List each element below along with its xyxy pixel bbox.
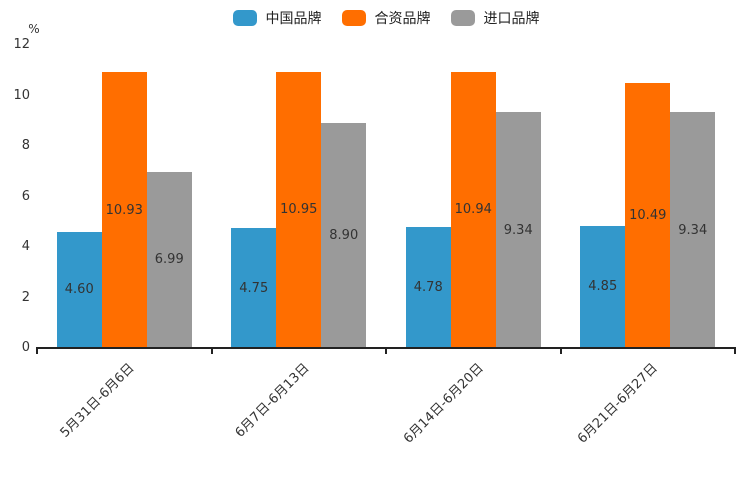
bar-进口品牌[interactable]: 6.99 [146, 171, 192, 348]
bar-value-label: 9.34 [503, 222, 533, 238]
x-axis-label: 6月21日-6月27日 [575, 360, 662, 447]
x-axis-tick-mark [734, 349, 736, 354]
plot-area: 4.60 10.93 6.99 4.75 10.95 8.90 4.78 10.94 9.34 4… [37, 45, 735, 348]
bar-group-2: 4.75 10.95 8.90 [212, 45, 387, 348]
legend-item-label: 合资品牌 [374, 11, 431, 27]
bar-合资品牌[interactable]: 10.49 [625, 83, 671, 348]
y-axis-tick-label: 2 [21, 289, 30, 305]
bar-进口品牌[interactable]: 9.34 [495, 112, 541, 348]
legend-item-3[interactable]: 进口品牌 [450, 8, 540, 28]
x-axis-line [36, 347, 736, 349]
legend-item-label: 进口品牌 [483, 11, 540, 27]
bar-value-label: 10.49 [629, 208, 667, 224]
y-axis-tick-label: 4 [21, 239, 30, 254]
bar-value-label: 4.60 [64, 282, 94, 298]
legend-swatch-icon [232, 10, 257, 26]
y-axis-tick-label: 0 [21, 340, 30, 355]
bar-合资品牌[interactable]: 10.93 [101, 72, 147, 348]
bar-value-label: 4.75 [239, 280, 269, 296]
legend-item-2[interactable]: 合资品牌 [341, 8, 431, 28]
bar-value-label: 10.93 [105, 202, 143, 218]
bar-中国品牌[interactable]: 4.60 [56, 231, 102, 348]
x-axis-tick-mark [210, 349, 213, 354]
bar-group-3: 4.78 10.94 9.34 [386, 45, 561, 348]
y-axis-tick-label: 12 [13, 37, 30, 52]
x-axis-tick-mark [385, 349, 387, 354]
bar-value-label: 9.34 [678, 222, 708, 238]
bar-value-label: 6.99 [154, 252, 184, 268]
bar-合资品牌[interactable]: 10.94 [450, 71, 496, 348]
x-axis-label: 6月7日-6月13日 [232, 360, 313, 441]
bar-group-4: 4.85 10.49 9.34 [561, 45, 736, 348]
bar-中国品牌[interactable]: 4.78 [405, 227, 451, 348]
x-axis-tick-mark [36, 349, 38, 354]
legend-item-label: 中国品牌 [265, 11, 322, 27]
bar-value-label: 10.94 [454, 202, 492, 218]
bar-进口品牌[interactable]: 8.90 [321, 123, 367, 348]
bar-中国品牌[interactable]: 4.75 [231, 228, 277, 348]
bar-value-label: 4.78 [413, 280, 443, 296]
y-axis-tick-label: 10 [13, 87, 30, 103]
y-axis-unit-label: % [28, 22, 40, 36]
x-axis-label: 6月14日-6月20日 [400, 360, 487, 447]
bar-value-label: 4.85 [588, 279, 618, 295]
bar-进口品牌[interactable]: 9.34 [670, 112, 716, 348]
bar-value-label: 10.95 [280, 202, 318, 218]
y-axis-tick-label: 8 [21, 138, 30, 153]
legend-item-1[interactable]: 中国品牌 [232, 8, 322, 28]
legend-swatch-icon [450, 10, 475, 26]
bar-value-label: 8.90 [329, 228, 359, 244]
bar-中国品牌[interactable]: 4.85 [580, 225, 626, 348]
x-axis-tick-mark [559, 349, 562, 354]
bar-group-1: 4.60 10.93 6.99 [37, 45, 212, 348]
x-axis-label: 5月31日-6月6日 [57, 360, 138, 441]
bar-合资品牌[interactable]: 10.95 [276, 71, 322, 348]
y-axis-tick-label: 6 [21, 188, 30, 204]
legend-swatch-icon [341, 10, 366, 26]
legend: 中国品牌 合资品牌 进口品牌 [14, 8, 744, 28]
